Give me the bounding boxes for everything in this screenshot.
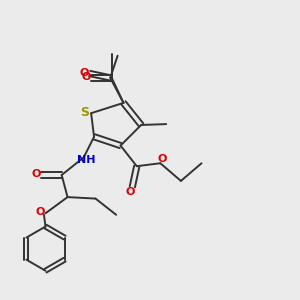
Text: S: S <box>80 106 89 119</box>
Text: O: O <box>126 187 135 196</box>
Text: O: O <box>32 169 41 179</box>
Text: NH: NH <box>77 155 96 165</box>
Text: O: O <box>80 68 89 78</box>
Text: O: O <box>35 207 45 218</box>
Text: O: O <box>82 72 91 82</box>
Text: O: O <box>158 154 167 164</box>
